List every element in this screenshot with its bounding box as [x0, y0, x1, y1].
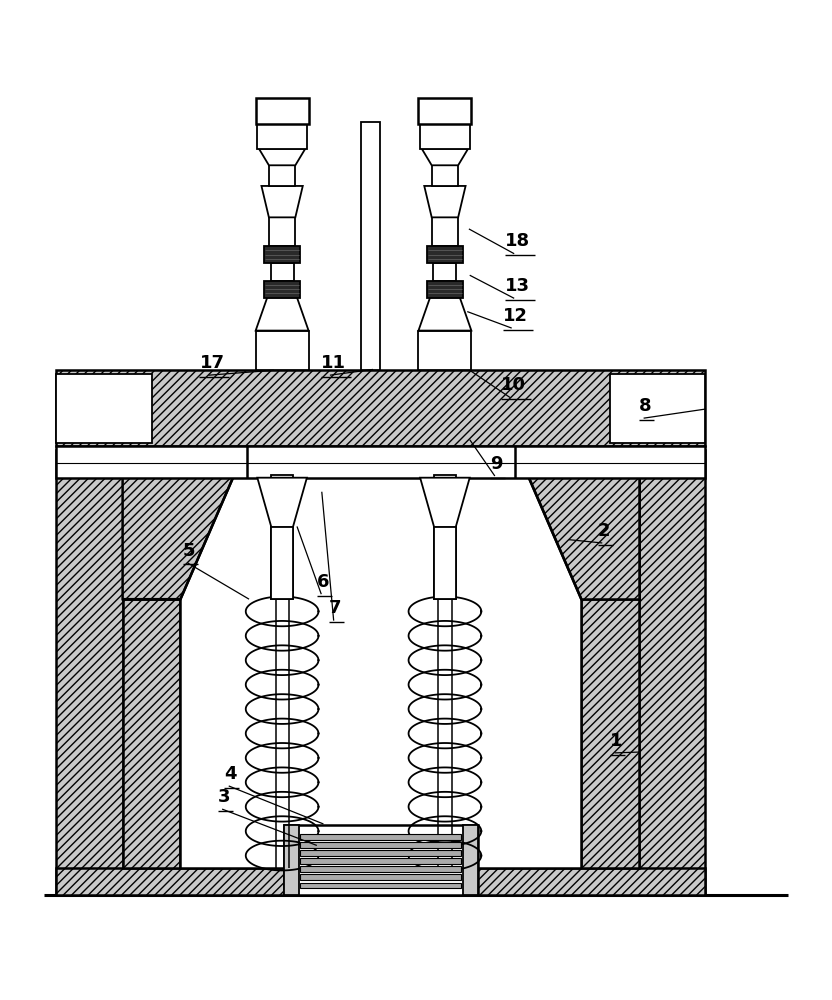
Text: 5: 5	[183, 542, 196, 560]
Polygon shape	[261, 186, 303, 217]
Polygon shape	[257, 478, 307, 527]
Polygon shape	[259, 149, 305, 165]
Polygon shape	[122, 446, 181, 599]
Polygon shape	[57, 868, 706, 895]
Polygon shape	[57, 370, 706, 446]
Bar	[300, 866, 462, 872]
Bar	[427, 281, 463, 298]
Bar	[284, 825, 478, 895]
Text: 13: 13	[505, 277, 530, 295]
Bar	[418, 98, 472, 124]
Bar	[257, 124, 307, 149]
Polygon shape	[57, 450, 122, 895]
Bar	[57, 446, 706, 478]
Text: 7: 7	[329, 599, 342, 617]
Bar	[300, 858, 462, 864]
Bar	[255, 331, 309, 370]
Bar	[300, 874, 462, 880]
Bar	[420, 124, 470, 149]
Bar	[284, 825, 299, 895]
Bar	[271, 475, 293, 599]
Bar	[427, 246, 463, 263]
Bar	[432, 217, 458, 246]
Text: 3: 3	[218, 788, 230, 806]
Bar	[432, 165, 458, 186]
Bar	[360, 122, 380, 370]
Bar	[270, 263, 294, 281]
Bar	[463, 825, 478, 895]
Text: 12: 12	[503, 307, 527, 325]
Polygon shape	[582, 599, 639, 868]
Bar	[57, 374, 151, 443]
Bar	[610, 374, 706, 443]
Polygon shape	[418, 298, 472, 331]
Polygon shape	[424, 186, 466, 217]
Polygon shape	[422, 149, 468, 165]
Bar	[434, 475, 456, 599]
Text: 9: 9	[490, 455, 503, 473]
Polygon shape	[420, 478, 470, 527]
Polygon shape	[181, 446, 582, 868]
Text: 18: 18	[505, 232, 530, 250]
Text: 17: 17	[200, 354, 225, 372]
Text: 11: 11	[321, 354, 346, 372]
Text: 2: 2	[598, 522, 611, 540]
Bar	[433, 263, 457, 281]
Bar	[300, 834, 462, 840]
Bar	[271, 527, 293, 599]
Bar	[434, 527, 456, 599]
Text: 10: 10	[501, 376, 526, 394]
Bar	[264, 246, 300, 263]
Bar	[300, 850, 462, 856]
Polygon shape	[122, 446, 246, 599]
Text: 1: 1	[610, 732, 622, 750]
Bar	[300, 883, 462, 888]
Bar	[181, 450, 582, 868]
Polygon shape	[122, 446, 181, 599]
Text: 4: 4	[225, 765, 237, 783]
Polygon shape	[122, 599, 181, 868]
Text: 6: 6	[317, 573, 329, 591]
Bar	[269, 165, 295, 186]
Bar	[264, 281, 300, 298]
Bar	[300, 842, 462, 848]
Text: 8: 8	[639, 397, 651, 415]
Bar	[269, 217, 295, 246]
Bar	[418, 331, 472, 370]
Polygon shape	[255, 298, 309, 331]
Polygon shape	[582, 446, 639, 599]
Bar	[255, 98, 309, 124]
Polygon shape	[515, 446, 639, 599]
Polygon shape	[639, 450, 706, 895]
